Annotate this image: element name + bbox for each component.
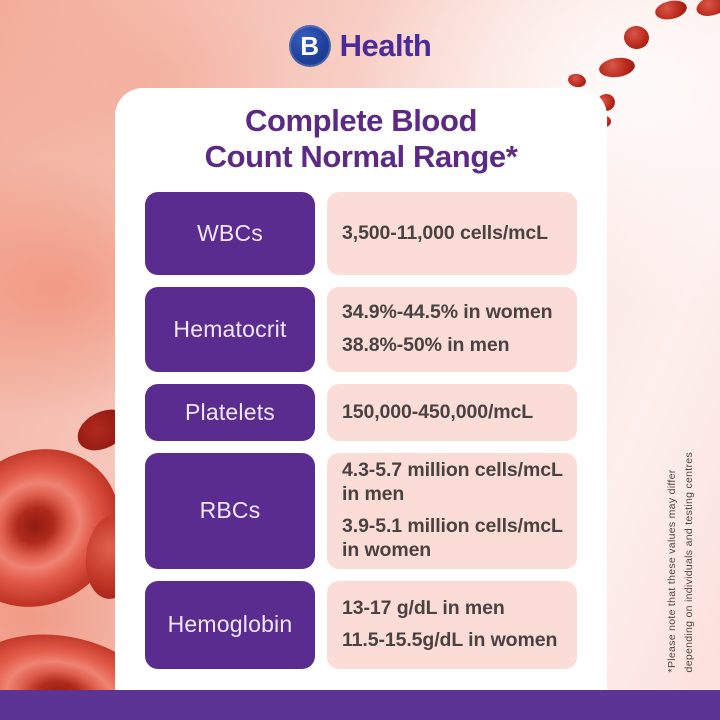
range-value: 11.5-15.5g/dL in women [342, 629, 558, 652]
disclaimer-line2: depending on individuals and testing cen… [683, 451, 695, 672]
table-row: WBCs 3,500-11,000 cells/mcL [145, 191, 577, 275]
range-value-box: 4.3-5.7 million cells/mcL in men 3.9-5.1 … [327, 452, 577, 569]
range-value: 3,500-11,000 cells/mcL [342, 221, 548, 244]
table-row: Platelets 150,000-450,000/mcL [145, 383, 577, 441]
brand-header: B Health [0, 22, 720, 70]
range-value: 34.9%-44.5% in women [342, 301, 553, 324]
brand-logo-icon: B [288, 25, 331, 67]
table-row: Hematocrit 34.9%-44.5% in women 38.8%-50%… [145, 286, 577, 372]
parameter-label: WBCs [197, 219, 263, 246]
table-row: RBCs 4.3-5.7 million cells/mcL in men 3.9… [145, 452, 577, 569]
cbc-table: WBCs 3,500-11,000 cells/mcL Hematocrit 3… [145, 191, 577, 669]
range-value-box: 150,000-450,000/mcL [327, 383, 577, 441]
page-title-line2: Count Normal Range* [204, 138, 518, 174]
parameter-label-box: RBCs [145, 452, 315, 569]
brand-logo-letter: B [300, 30, 320, 61]
parameter-label-box: Platelets [145, 383, 315, 441]
parameter-label: Platelets [184, 398, 275, 425]
red-blood-cell-icon [693, 0, 720, 20]
red-blood-cell-icon [653, 0, 689, 23]
disclaimer-note: *Please note that these values may diffe… [664, 452, 698, 672]
range-value-box: 13-17 g/dL in men 11.5-15.5g/dL in women [327, 580, 577, 669]
range-value: 150,000-450,000/mcL [342, 400, 534, 423]
disclaimer-line1: *Please note that these values may diffe… [666, 469, 678, 672]
footer-band [0, 690, 720, 720]
range-value-box: 34.9%-44.5% in women 38.8%-50% in men [327, 286, 577, 372]
range-value: 3.9-5.1 million cells/mcL in women [342, 515, 563, 562]
page-title-line1: Complete Blood [244, 103, 478, 138]
page-title: Complete Blood Count Normal Range* [115, 103, 607, 175]
parameter-label: RBCs [199, 497, 261, 524]
range-value: 4.3-5.7 million cells/mcL in men [342, 458, 563, 505]
range-value: 13-17 g/dL in men [342, 596, 505, 619]
parameter-label-box: WBCs [145, 191, 315, 275]
range-value: 38.8%-50% in men [342, 333, 510, 356]
range-value-box: 3,500-11,000 cells/mcL [327, 191, 577, 275]
cbc-card: Complete Blood Count Normal Range* WBCs 3… [115, 88, 607, 692]
table-row: Hemoglobin 13-17 g/dL in men 11.5-15.5g/d… [145, 580, 577, 669]
parameter-label-box: Hemoglobin [145, 580, 315, 669]
red-blood-cell-icon [566, 72, 588, 89]
parameter-label: Hematocrit [173, 315, 287, 342]
brand-name: Health [339, 28, 432, 63]
parameter-label: Hemoglobin [167, 611, 293, 638]
parameter-label-box: Hematocrit [145, 286, 315, 372]
